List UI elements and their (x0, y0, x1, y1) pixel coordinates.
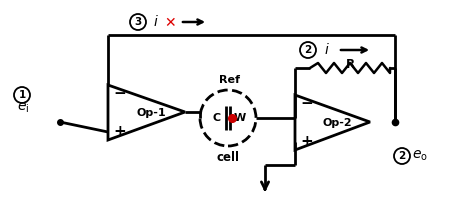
Text: ✕: ✕ (164, 16, 176, 30)
Text: $i$: $i$ (153, 14, 159, 30)
Text: R: R (346, 58, 355, 71)
Text: $e_{\rm o}$: $e_{\rm o}$ (412, 149, 428, 163)
Text: 1: 1 (18, 90, 26, 100)
Text: cell: cell (217, 151, 239, 164)
Text: C: C (213, 113, 221, 123)
Text: Op-2: Op-2 (323, 118, 352, 127)
Text: −: − (114, 86, 127, 100)
Text: 2: 2 (398, 151, 406, 161)
Text: +: + (114, 124, 127, 140)
Text: 3: 3 (134, 17, 142, 27)
Text: +: + (301, 135, 313, 149)
Text: 2: 2 (304, 45, 311, 55)
Text: Ref: Ref (219, 75, 240, 85)
Text: Op-1: Op-1 (137, 108, 166, 118)
Text: −: − (301, 95, 313, 111)
Text: $i$: $i$ (324, 43, 330, 57)
Text: W: W (234, 113, 246, 123)
Text: $e_{\rm i}$: $e_{\rm i}$ (17, 101, 29, 115)
